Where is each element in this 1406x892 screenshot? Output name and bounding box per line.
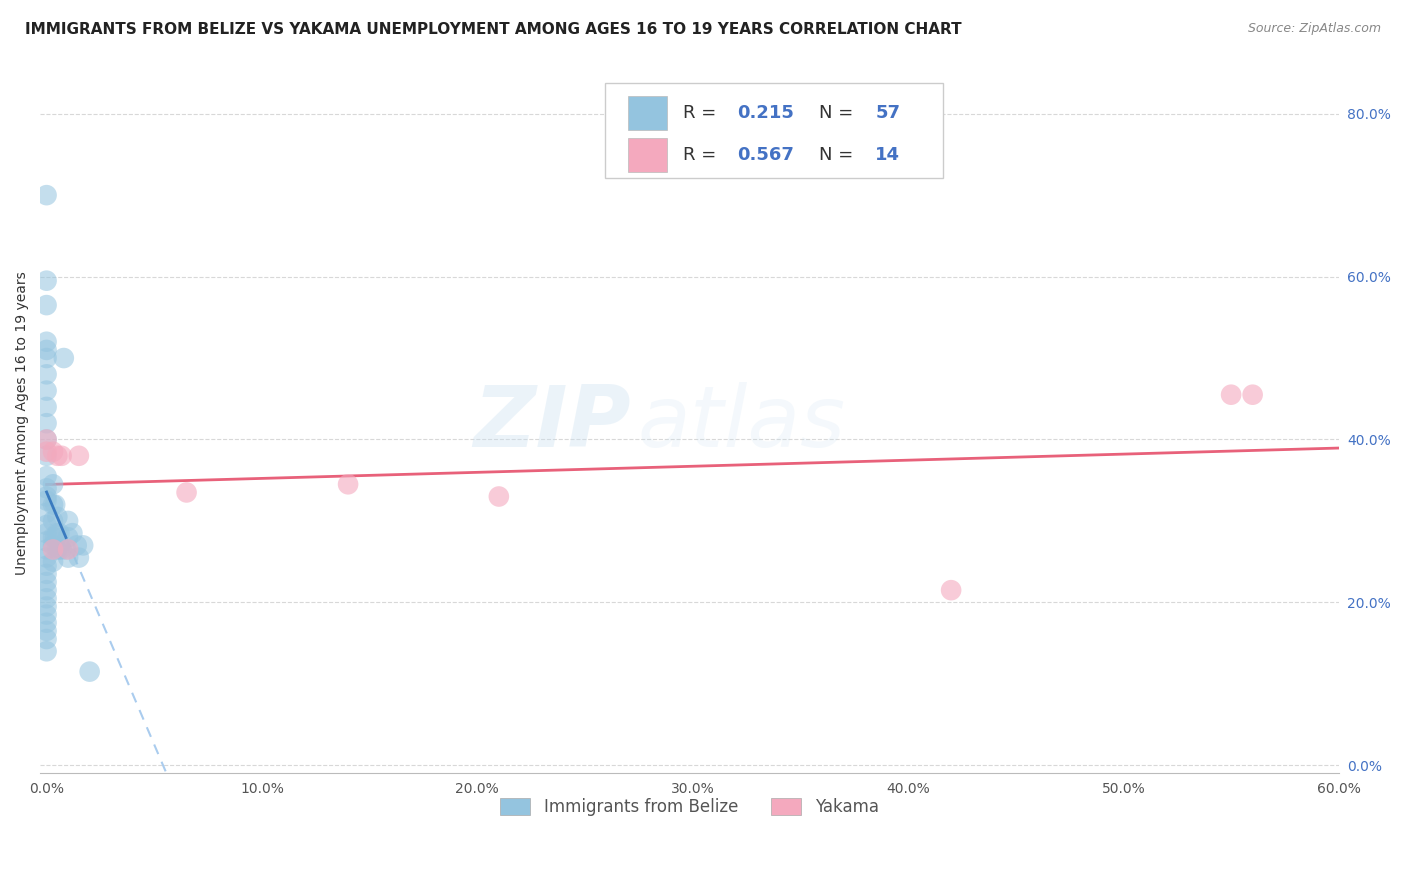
Point — [42, 542, 65, 557]
Point — [35, 368, 58, 382]
Point — [42, 538, 65, 552]
Point — [42, 444, 65, 458]
Point — [176, 485, 198, 500]
Text: IMMIGRANTS FROM BELIZE VS YAKAMA UNEMPLOYMENT AMONG AGES 16 TO 19 YEARS CORRELAT: IMMIGRANTS FROM BELIZE VS YAKAMA UNEMPLO… — [25, 22, 962, 37]
Point — [35, 518, 58, 533]
Point — [35, 334, 58, 349]
Point — [35, 351, 58, 365]
Text: 0.215: 0.215 — [738, 104, 794, 122]
Point — [52, 351, 75, 365]
Point — [35, 574, 58, 589]
Legend: Immigrants from Belize, Yakama: Immigrants from Belize, Yakama — [492, 789, 887, 824]
FancyBboxPatch shape — [628, 96, 668, 130]
Point — [35, 624, 58, 638]
Point — [46, 542, 69, 557]
Point — [35, 298, 58, 312]
Point — [56, 530, 79, 544]
Point — [35, 599, 58, 614]
Point — [48, 542, 70, 557]
Point — [46, 449, 69, 463]
Point — [35, 384, 58, 398]
Point — [35, 632, 58, 646]
Point — [42, 477, 65, 491]
Text: atlas: atlas — [637, 382, 845, 465]
Text: 57: 57 — [875, 104, 900, 122]
Point — [35, 591, 58, 606]
Point — [35, 469, 58, 483]
Point — [337, 477, 360, 491]
Point — [67, 449, 90, 463]
Point — [35, 644, 58, 658]
Point — [44, 498, 66, 512]
Point — [35, 449, 58, 463]
Point — [79, 665, 101, 679]
Point — [35, 506, 58, 520]
Point — [51, 449, 73, 463]
Point — [42, 498, 65, 512]
Point — [46, 509, 69, 524]
Text: N =: N = — [820, 104, 859, 122]
Text: ZIP: ZIP — [474, 382, 631, 465]
Point — [62, 526, 84, 541]
Point — [56, 550, 79, 565]
Point — [51, 542, 73, 557]
Point — [35, 274, 58, 288]
Point — [35, 433, 58, 447]
Point — [35, 583, 58, 598]
Point — [72, 538, 94, 552]
Point — [35, 526, 58, 541]
Text: N =: N = — [820, 146, 859, 164]
Point — [939, 583, 962, 598]
Point — [42, 514, 65, 528]
Point — [1220, 387, 1243, 401]
Point — [42, 555, 65, 569]
Point — [44, 530, 66, 544]
Y-axis label: Unemployment Among Ages 16 to 19 years: Unemployment Among Ages 16 to 19 years — [15, 271, 30, 575]
Point — [35, 343, 58, 357]
Point — [56, 542, 79, 557]
Point — [35, 550, 58, 565]
Point — [35, 607, 58, 622]
Text: 0.567: 0.567 — [738, 146, 794, 164]
FancyBboxPatch shape — [628, 138, 668, 172]
Point — [35, 416, 58, 430]
Point — [35, 433, 58, 447]
Point — [55, 542, 77, 557]
Point — [35, 615, 58, 630]
Text: R =: R = — [683, 104, 721, 122]
Text: R =: R = — [683, 146, 721, 164]
Point — [35, 493, 58, 508]
Point — [35, 558, 58, 573]
Point — [35, 542, 58, 557]
Point — [42, 530, 65, 544]
Point — [488, 490, 510, 504]
FancyBboxPatch shape — [605, 84, 942, 178]
Point — [35, 400, 58, 414]
Point — [35, 444, 58, 458]
Point — [67, 550, 90, 565]
Point — [35, 566, 58, 581]
Point — [35, 188, 58, 202]
Text: Source: ZipAtlas.com: Source: ZipAtlas.com — [1247, 22, 1381, 36]
Point — [35, 534, 58, 549]
Point — [46, 526, 69, 541]
Point — [35, 481, 58, 495]
Point — [48, 526, 70, 541]
Point — [1241, 387, 1264, 401]
Point — [35, 490, 58, 504]
Text: 14: 14 — [875, 146, 900, 164]
Point — [66, 538, 89, 552]
Point — [56, 514, 79, 528]
